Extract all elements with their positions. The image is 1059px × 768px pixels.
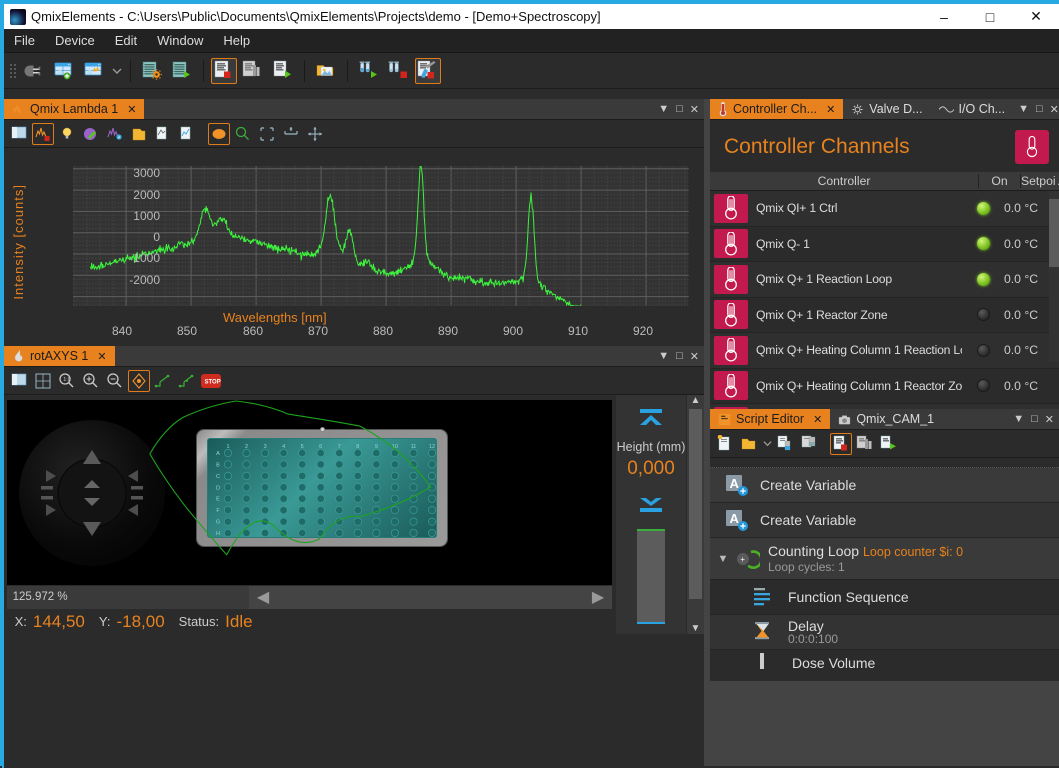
- svg-text:1:0: 1:0: [63, 377, 71, 383]
- svg-text:+: +: [740, 555, 745, 564]
- svg-text:A: A: [730, 476, 740, 491]
- svg-text:A: A: [730, 511, 740, 526]
- svg-text:STOP: STOP: [205, 379, 221, 385]
